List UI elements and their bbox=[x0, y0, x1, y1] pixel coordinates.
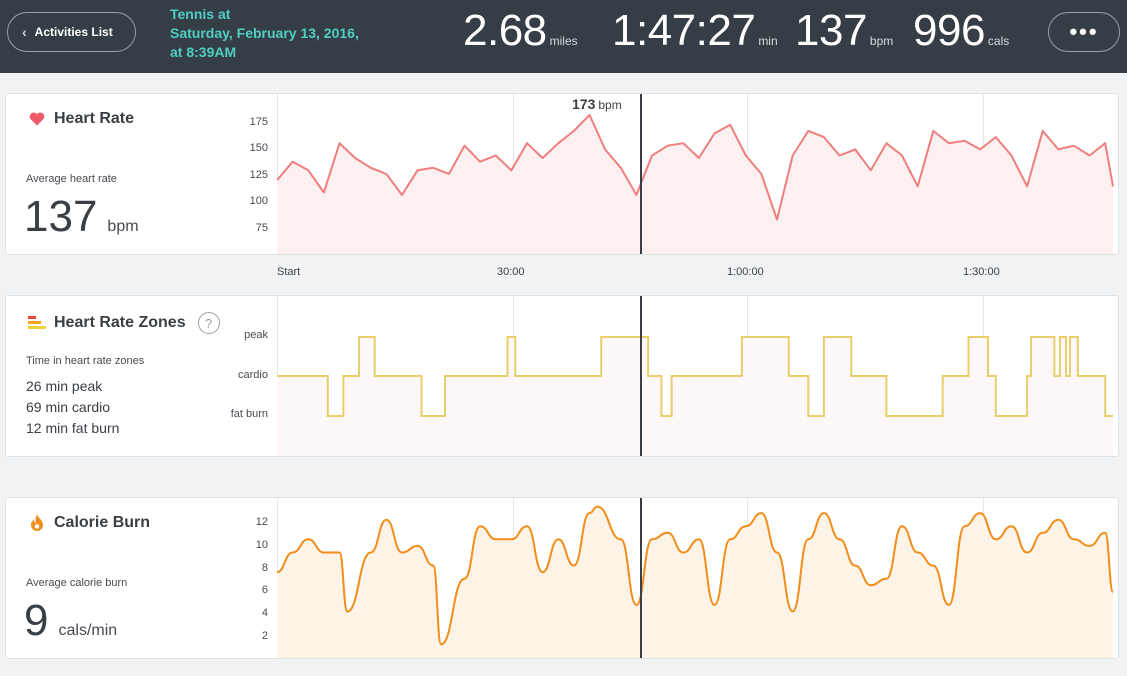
more-options-button[interactable]: ••• bbox=[1048, 12, 1120, 52]
distance-unit: miles bbox=[549, 34, 578, 48]
calorie-chart[interactable] bbox=[277, 498, 1119, 658]
zone-cardio-time: 69 min cardio bbox=[26, 399, 111, 415]
zone-level-peak: peak bbox=[244, 329, 268, 341]
x-tick-60: 1:00:00 bbox=[727, 266, 764, 278]
avg-calorie-burn: 9 cals/min bbox=[24, 596, 117, 646]
cal-y-tick: 4 bbox=[261, 607, 268, 619]
calorie-area bbox=[277, 506, 1113, 658]
heart-rate-title: Heart Rate bbox=[28, 110, 134, 128]
hr-y-tick: 125 bbox=[249, 169, 268, 181]
scrubber-line-hr[interactable] bbox=[640, 94, 642, 254]
activity-title-line3: at 8:39AM bbox=[170, 44, 237, 60]
x-tick-start: Start bbox=[277, 266, 301, 278]
hr-y-tick: 100 bbox=[249, 195, 268, 207]
avg-heart-rate: 137 bpm bbox=[24, 192, 139, 242]
duration-value: 1:47:27 bbox=[612, 6, 756, 55]
cal-y-tick: 2 bbox=[261, 630, 268, 642]
cal-y-tick: 10 bbox=[255, 539, 268, 551]
scrubber-line-calories[interactable] bbox=[640, 498, 642, 658]
zones-line bbox=[277, 336, 1113, 417]
heart-rate-chart[interactable] bbox=[277, 94, 1119, 254]
x-tick-90: 1:30:00 bbox=[963, 266, 1000, 278]
zone-level-fatburn: fat burn bbox=[230, 408, 268, 420]
heart-rate-unit: bpm bbox=[869, 34, 894, 48]
cal-y-tick: 8 bbox=[261, 562, 268, 574]
activities-list-button[interactable]: ‹ Activities List bbox=[7, 12, 136, 52]
cursor-value: 173 bbox=[572, 96, 596, 112]
avg-heart-rate-unit: bpm bbox=[107, 218, 139, 235]
zones-label: Time in heart rate zones bbox=[26, 355, 145, 367]
calorie-line bbox=[277, 505, 1114, 646]
more-icon: ••• bbox=[1069, 19, 1099, 44]
heart-rate-value: 137 bbox=[795, 6, 867, 55]
zones-chart[interactable] bbox=[277, 296, 1119, 456]
x-tick-30: 30:00 bbox=[497, 266, 525, 278]
zone-peak-time: 26 min peak bbox=[26, 378, 103, 394]
flame-icon bbox=[28, 514, 46, 532]
activity-title-line1: Tennis at bbox=[170, 6, 231, 22]
calories-stat: 996 cals bbox=[913, 6, 1009, 56]
calorie-title: Calorie Burn bbox=[28, 514, 150, 532]
zones-title-text: Heart Rate Zones bbox=[54, 314, 186, 331]
calorie-title-text: Calorie Burn bbox=[54, 514, 151, 531]
cal-y-tick: 12 bbox=[255, 516, 268, 528]
scrubber-line-zones[interactable] bbox=[640, 296, 642, 456]
cursor-unit: bpm bbox=[598, 98, 622, 112]
avg-calorie-value: 9 bbox=[24, 596, 49, 645]
zones-svg bbox=[277, 296, 1113, 456]
heart-rate-line bbox=[277, 113, 1114, 221]
duration-unit: min bbox=[758, 34, 778, 48]
distance-value: 2.68 bbox=[463, 6, 547, 55]
duration-stat: 1:47:27 min bbox=[612, 6, 778, 56]
help-icon[interactable]: ? bbox=[197, 312, 220, 334]
heart-rate-area bbox=[277, 114, 1113, 254]
activity-title: Tennis at Saturday, February 13, 2016, a… bbox=[170, 5, 400, 62]
hr-y-tick: 175 bbox=[249, 116, 268, 128]
hr-y-tick: 150 bbox=[249, 142, 268, 154]
calorie-svg bbox=[277, 498, 1114, 658]
heart-rate-title-text: Heart Rate bbox=[54, 110, 135, 127]
heart-rate-card: Heart Rate Average heart rate 137 bpm 175… bbox=[5, 93, 1119, 255]
hr-y-tick: 75 bbox=[255, 222, 268, 234]
calories-value: 996 bbox=[913, 6, 985, 55]
heart-rate-zones-card: Heart Rate Zones ? Time in heart rate zo… bbox=[5, 295, 1119, 457]
zone-fatburn-time: 12 min fat burn bbox=[26, 420, 120, 436]
zone-level-cardio: cardio bbox=[238, 369, 268, 381]
cursor-readout: 173 bpm bbox=[572, 96, 622, 112]
distance-stat: 2.68 miles bbox=[463, 6, 578, 56]
calorie-burn-card: Calorie Burn Average calorie burn 9 cals/… bbox=[5, 497, 1119, 659]
heart-icon bbox=[28, 110, 46, 128]
zones-title: Heart Rate Zones ? bbox=[28, 312, 220, 334]
cal-y-tick: 6 bbox=[261, 584, 268, 596]
activity-title-line2: Saturday, February 13, 2016, bbox=[170, 25, 359, 41]
calories-unit: cals bbox=[987, 34, 1010, 48]
time-axis: Start 30:00 1:00:00 1:30:00 bbox=[0, 266, 1127, 284]
heart-rate-stat: 137 bpm bbox=[795, 6, 893, 56]
avg-calorie-unit: cals/min bbox=[58, 622, 118, 639]
avg-heart-rate-label: Average heart rate bbox=[26, 173, 117, 185]
zones-icon bbox=[28, 314, 46, 332]
zone-summary: 26 min peak 69 min cardio 12 min fat bur… bbox=[26, 376, 119, 439]
avg-calorie-label: Average calorie burn bbox=[26, 577, 128, 589]
avg-heart-rate-value: 137 bbox=[24, 192, 98, 241]
zones-area bbox=[277, 337, 1113, 456]
chevron-left-icon: ‹ bbox=[22, 24, 27, 40]
heart-rate-svg bbox=[277, 94, 1114, 254]
activities-list-label: Activities List bbox=[34, 25, 113, 39]
activity-header: ‹ Activities List Tennis at Saturday, Fe… bbox=[0, 0, 1127, 73]
